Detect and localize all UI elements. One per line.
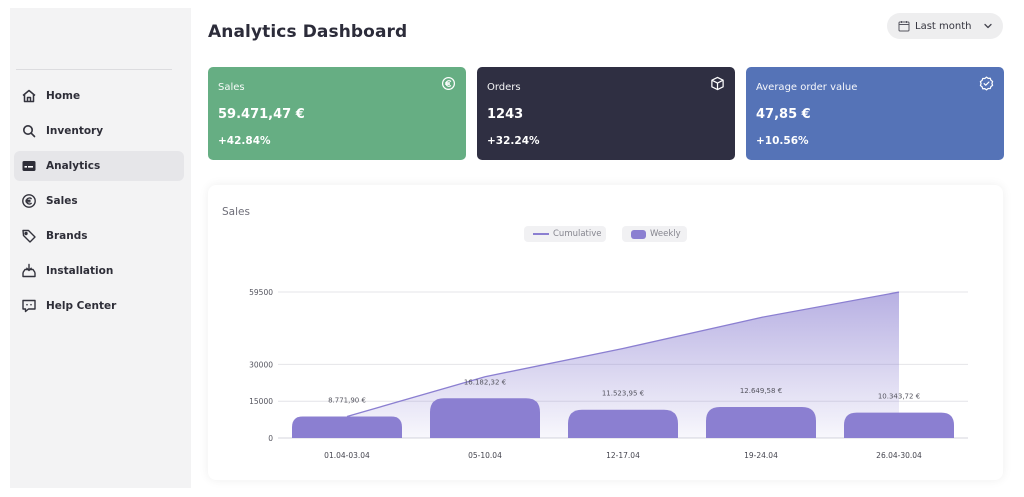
- sidebar-divider: [16, 69, 172, 70]
- euro-icon: [441, 76, 456, 91]
- page-title: Analytics Dashboard: [208, 22, 408, 42]
- bar-value-label: 11.523,95 €: [602, 390, 644, 398]
- legend-label: Cumulative: [553, 229, 602, 239]
- sidebar-item-label: Analytics: [46, 160, 101, 172]
- bar-value-label: 10.343,72 €: [878, 393, 920, 401]
- x-category-label: 12-17.04: [606, 451, 640, 460]
- sidebar-item-sales[interactable]: Sales: [14, 186, 184, 216]
- x-category-label: 19-24.04: [744, 451, 778, 460]
- kpi-value: 59.471,47 €: [218, 107, 305, 122]
- kpi-value: 1243: [487, 107, 524, 122]
- x-category-label: 05-10.04: [468, 451, 502, 460]
- sidebar: Home Inventory Analytics Sales: [10, 8, 191, 488]
- weekly-bar: [706, 406, 816, 438]
- weekly-bar: [430, 398, 540, 438]
- kpi-title: Average order value: [756, 82, 858, 93]
- chat-icon: [21, 298, 37, 314]
- y-tick-label: 30000: [249, 360, 273, 369]
- sidebar-item-installation[interactable]: Installation: [14, 256, 184, 286]
- calendar-icon: [898, 20, 910, 32]
- y-tick-label: 59500: [249, 288, 273, 297]
- y-tick-label: 0: [268, 434, 273, 443]
- legend-weekly[interactable]: Weekly: [622, 226, 687, 242]
- euro-icon: [21, 193, 37, 209]
- sidebar-item-label: Brands: [46, 230, 88, 242]
- sidebar-item-help-center[interactable]: Help Center: [14, 291, 184, 321]
- kpi-value: 47,85 €: [756, 107, 811, 122]
- sidebar-item-brands[interactable]: Brands: [14, 221, 184, 251]
- sidebar-item-label: Help Center: [46, 300, 117, 312]
- weekly-bar: [568, 409, 678, 438]
- box-icon: [710, 76, 725, 91]
- x-category-label: 01.04-03.04: [324, 451, 370, 460]
- chevron-down-icon: [983, 21, 993, 31]
- chart-title: Sales: [222, 206, 250, 218]
- bar-value-label: 12.649,58 €: [740, 387, 782, 395]
- legend-label: Weekly: [650, 229, 681, 239]
- kpi-title: Orders: [487, 82, 521, 93]
- sales-chart-card: Sales Cumulative Weekly 0 15000 30000 59500…: [208, 185, 1003, 480]
- sales-chart: 0 15000 30000 59500 8.771,90 € 01.04-03.04 16.…: [249, 288, 968, 460]
- kpi-card-average-order-value: Average order value 47,85 € +10.56%: [746, 67, 1004, 160]
- check-badge-icon: [979, 76, 994, 91]
- home-icon: [21, 88, 37, 104]
- kpi-title: Sales: [218, 82, 245, 93]
- sidebar-item-analytics[interactable]: Analytics: [14, 151, 184, 181]
- kpi-card-sales: Sales 59.471,47 € +42.84%: [208, 67, 466, 160]
- sidebar-item-inventory[interactable]: Inventory: [14, 116, 184, 146]
- search-icon: [21, 123, 37, 139]
- tag-icon: [21, 228, 37, 244]
- kpi-delta: +42.84%: [218, 135, 271, 147]
- sidebar-item-label: Installation: [46, 265, 114, 277]
- install-icon: [21, 263, 37, 279]
- kpi-delta: +10.56%: [756, 135, 809, 147]
- analytics-icon: [21, 158, 37, 174]
- legend-bar-swatch: [631, 229, 646, 239]
- sidebar-item-home[interactable]: Home: [14, 81, 184, 111]
- bar-value-label: 8.771,90 €: [328, 396, 366, 404]
- sidebar-item-label: Home: [46, 90, 81, 102]
- sidebar-item-label: Sales: [46, 195, 78, 207]
- period-dropdown[interactable]: Last month: [887, 13, 1003, 39]
- sidebar-nav: Home Inventory Analytics Sales: [14, 81, 184, 326]
- x-category-label: 26.04-30.04: [876, 451, 922, 460]
- sidebar-item-label: Inventory: [46, 125, 104, 137]
- cumulative-line: [346, 291, 900, 418]
- y-tick-label: 15000: [249, 397, 273, 406]
- kpi-delta: +32.24%: [487, 135, 540, 147]
- legend-cumulative[interactable]: Cumulative: [524, 226, 606, 242]
- legend-line-swatch: [533, 233, 549, 235]
- bar-value-label: 16.182,32 €: [464, 378, 506, 386]
- weekly-bar: [844, 412, 954, 438]
- period-value: Last month: [915, 20, 972, 32]
- weekly-bar: [292, 416, 402, 438]
- kpi-card-orders: Orders 1243 +32.24%: [477, 67, 735, 160]
